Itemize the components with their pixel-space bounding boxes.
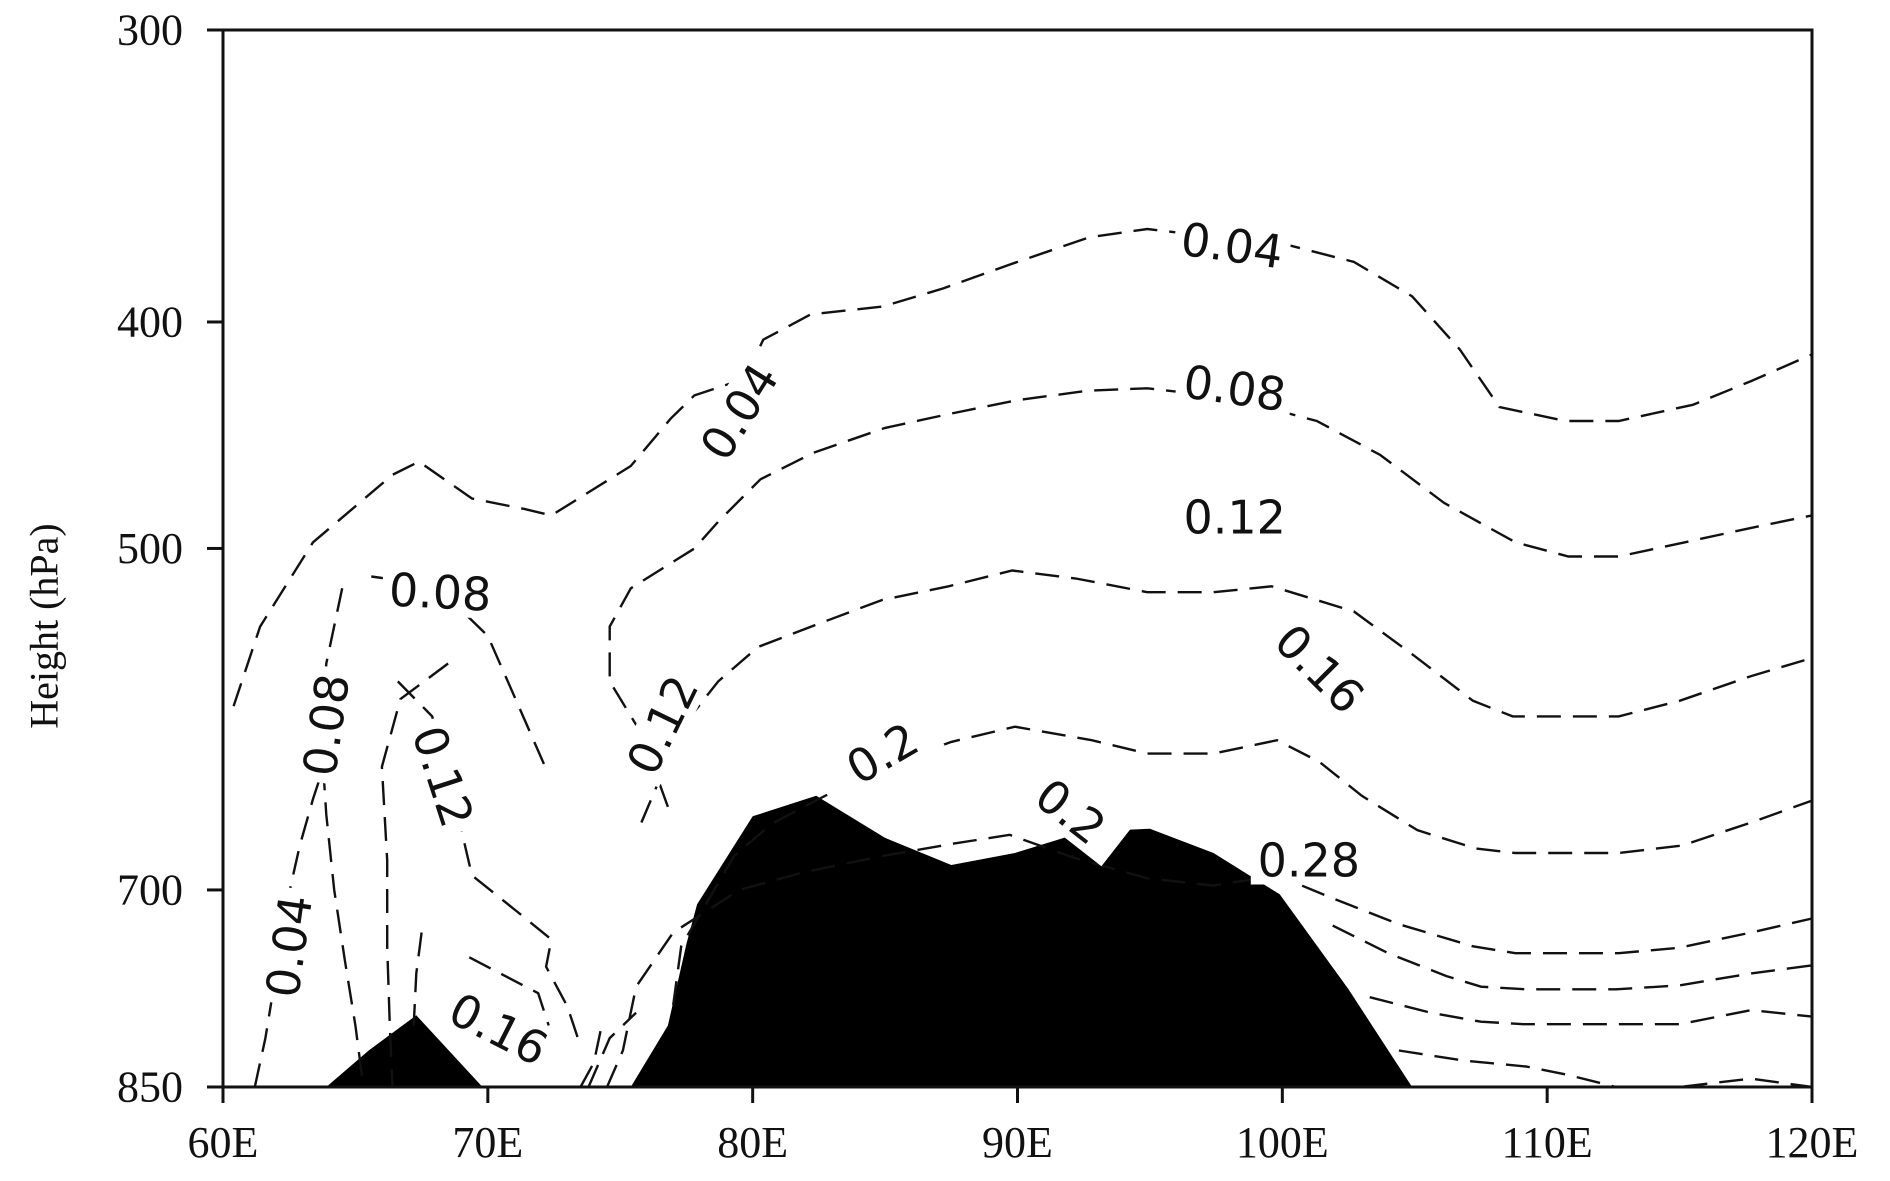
contour-line	[1398, 1049, 1813, 1089]
contour-label-text: 0.04	[1178, 212, 1287, 280]
contour-line	[232, 377, 746, 707]
y-axis-label: Height (hPa)	[22, 523, 67, 729]
contour-label-text: 0.08	[1180, 354, 1289, 422]
contour-label-mask	[1173, 356, 1296, 421]
contour-line	[608, 387, 1813, 808]
contour-label: 0.08	[292, 664, 360, 786]
contour-label-mask	[257, 885, 322, 1008]
contour-label-text: 0.12	[1183, 491, 1285, 545]
contour-label-mask	[381, 565, 500, 620]
contour-line	[605, 833, 1813, 1088]
contour-label: 0.04	[1171, 212, 1293, 280]
contour-line	[640, 569, 1813, 823]
contour-label-mask	[820, 703, 945, 804]
contour-label-mask	[1261, 610, 1378, 727]
contour-label: 0.12	[401, 713, 484, 840]
y-axis: 300 400 500 700 850	[117, 6, 223, 1112]
contour-label-text: 0.12	[401, 719, 484, 833]
x-tick-label: 100E	[1236, 1118, 1329, 1167]
contour-label-text: 0.04	[255, 892, 323, 1001]
contour-line	[1332, 924, 1813, 991]
x-tick-label: 120E	[1766, 1118, 1859, 1167]
contour-line	[579, 1025, 603, 1088]
x-tick-label: 80E	[717, 1118, 788, 1167]
contour-line	[1369, 996, 1813, 1026]
contour-line	[587, 1011, 637, 1088]
y-tick-label: 300	[117, 6, 183, 55]
contour-label-text: 0.08	[388, 563, 493, 622]
contour-label: 0.08	[1173, 354, 1296, 422]
contour-label: 0.08	[381, 563, 500, 622]
contour-label-text: 0.28	[1258, 834, 1360, 888]
x-tick-label: 70E	[452, 1118, 523, 1167]
contour-line	[380, 662, 449, 1088]
contour-label: 0.12	[615, 662, 710, 788]
contour-line	[319, 588, 365, 1088]
contour-label-mask	[402, 713, 484, 840]
contour-label-mask	[688, 349, 791, 474]
y-tick-label: 850	[117, 1063, 183, 1112]
contour-label-mask	[1176, 493, 1293, 542]
contour-label: 0.04	[255, 885, 323, 1008]
contour-line	[468, 956, 550, 1026]
y-tick-label: 500	[117, 524, 183, 573]
contour-label-mask	[1171, 213, 1293, 278]
y-tick-label: 700	[117, 865, 183, 914]
x-tick-label: 110E	[1502, 1118, 1593, 1167]
contour-label-text: 0.12	[616, 667, 709, 783]
contour-label-text: 0.08	[292, 671, 360, 780]
contour-label: 0.2	[820, 703, 945, 804]
contour-label-mask	[615, 662, 710, 788]
contour-label: 0.04	[688, 349, 791, 474]
terrain-small	[326, 1015, 483, 1087]
contour-label-mask	[1010, 756, 1131, 867]
x-tick-label: 60E	[188, 1118, 259, 1167]
contour-label: 0.16	[1261, 610, 1378, 727]
contour-line	[672, 725, 1813, 1006]
y-tick-label: 400	[117, 297, 183, 346]
contour-layer	[232, 227, 1813, 1089]
contour-label: 0.28	[1250, 834, 1367, 888]
contour-line	[412, 932, 423, 1026]
contour-label-mask	[1250, 836, 1367, 885]
contour-label: 0.12	[1176, 491, 1293, 545]
contour-label-mask	[294, 664, 359, 786]
x-tick-label: 90E	[982, 1118, 1053, 1167]
x-axis: 60E 70E 80E 90E 100E 110E 120E	[188, 1087, 1859, 1167]
contour-label-mask	[435, 981, 561, 1078]
